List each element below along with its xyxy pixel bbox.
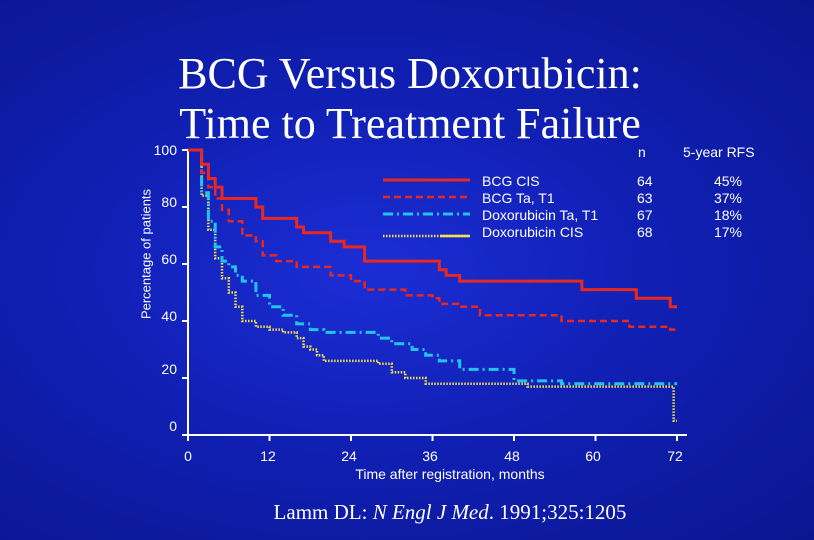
citation: Lamm DL: N Engl J Med. 1991;325:1205 [200,500,700,525]
legend-n-value: 63 [637,190,653,206]
chart-axes [182,149,687,441]
x-axis-label: Time after registration, months [355,466,545,482]
legend-series-name: BCG CIS [482,173,540,189]
slide-title-line-1: BCG Versus Doxorubicin: [178,49,642,98]
slide-title-line-2: Time to Treatment Failure [179,99,641,148]
legend-n-value: 64 [637,173,653,189]
km-curve-bcg-cis [188,148,677,309]
legend-series-name: BCG Ta, T1 [482,190,555,206]
survival-curves [188,148,677,423]
km-curve-bcg-ta-t1 [188,148,677,331]
x-tick-label-0: 0 [184,448,192,464]
legend-line-samples [383,178,470,238]
legend-rfs-value: 45% [713,173,742,189]
y-tick-label-60: 60 [161,251,177,267]
x-tick-label-48: 48 [504,448,520,464]
legend-series-name: Doxorubicin Ta, T1 [482,207,599,223]
km-curve-doxorubicin-ta-t1 [188,148,677,386]
y-tick-label-20: 20 [161,361,177,377]
x-tick-label-72: 72 [667,448,683,464]
legend-rfs-value: 37% [713,190,742,206]
y-tick-label-100: 100 [153,142,177,158]
y-tick-label-80: 80 [161,194,177,210]
legend-n-value: 67 [637,207,653,223]
x-tick-label-12: 12 [260,448,276,464]
legend-rfs-header: 5-year RFS [683,144,755,160]
legend-rfs-value: 18% [713,207,742,223]
citation-journal: N Engl J Med [372,500,489,524]
citation-author: Lamm DL: [273,500,373,524]
x-tick-label-60: 60 [585,448,601,464]
x-tick-label-36: 36 [422,448,438,464]
x-tick-label-24: 24 [341,448,357,464]
y-tick-label-40: 40 [161,308,177,324]
legend-series-name: Doxorubicin CIS [482,224,584,240]
legend-n-value: 68 [637,224,653,240]
legend-n-header: n [638,144,646,160]
legend-rfs-value: 17% [713,224,742,240]
km-curve-doxorubicin-cis [188,148,677,423]
y-tick-label-0: 0 [169,418,177,434]
citation-volume-page: . 1991;325:1205 [488,500,627,524]
